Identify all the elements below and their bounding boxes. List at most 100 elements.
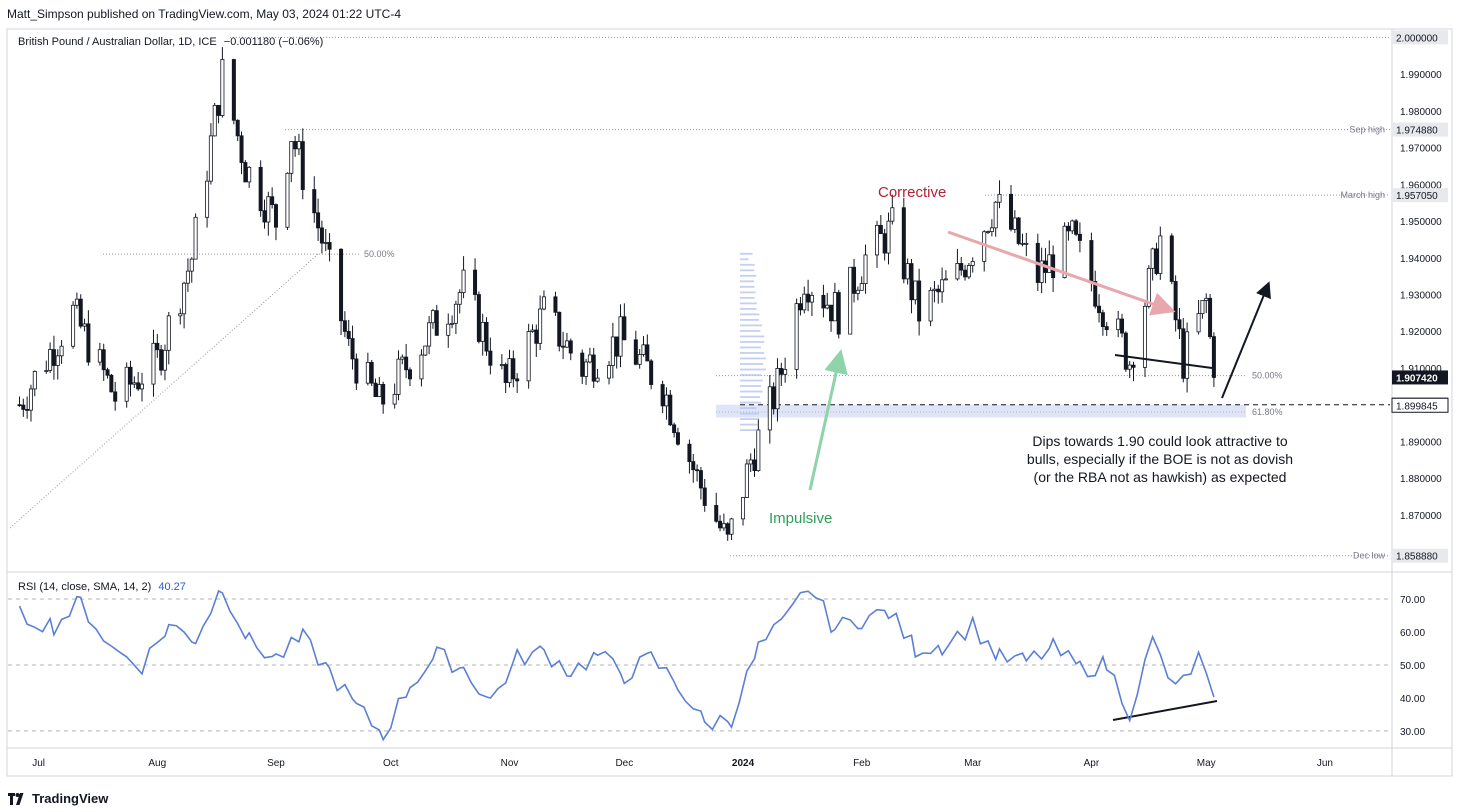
- candle-down: [273, 204, 278, 228]
- candle-down: [1097, 305, 1102, 314]
- drawings: Corrective Impulsive Dips towards 1.90 cou…: [769, 184, 1293, 721]
- candle: [622, 303, 627, 341]
- candle-up: [610, 336, 615, 366]
- candle: [779, 362, 784, 386]
- volume-profile-bar: [740, 418, 759, 420]
- candle-up: [396, 358, 401, 395]
- candle-down: [633, 339, 638, 365]
- candle-down: [262, 210, 267, 223]
- candle-down: [568, 340, 573, 354]
- candle-down: [339, 248, 344, 322]
- candle: [461, 256, 466, 299]
- candle-up: [220, 59, 225, 116]
- volume-profile-bar: [740, 335, 765, 338]
- candle: [450, 315, 455, 329]
- candle: [595, 368, 600, 383]
- volume-profile-bar: [740, 379, 763, 382]
- price-tag-value: 1.907420: [1396, 373, 1438, 384]
- candle-down: [771, 386, 776, 410]
- candle: [859, 276, 864, 291]
- candle: [434, 304, 439, 336]
- candle-up: [296, 141, 301, 150]
- candle: [109, 373, 114, 393]
- candle: [802, 286, 807, 314]
- candle: [1116, 310, 1121, 338]
- candle: [970, 257, 975, 273]
- candle-up: [564, 340, 569, 348]
- candle: [943, 270, 948, 281]
- candle: [231, 58, 236, 125]
- candle: [159, 344, 164, 376]
- candle-down: [1181, 328, 1186, 379]
- candle-up: [1146, 267, 1151, 307]
- candle-up: [124, 366, 129, 402]
- volume-profile-bar: [740, 352, 765, 354]
- candle-up: [943, 278, 948, 281]
- fib-trend-line: [9, 253, 319, 529]
- rsi-legend[interactable]: RSI (14, close, SMA, 14, 2) 40.27: [18, 581, 186, 593]
- candle: [561, 331, 566, 360]
- fib-zone: [716, 404, 1390, 418]
- candle-up: [744, 463, 749, 498]
- candle-up: [32, 371, 37, 390]
- candle-down: [836, 292, 841, 335]
- candle-down: [109, 374, 114, 393]
- candle-down: [1211, 336, 1216, 378]
- candle: [695, 464, 700, 482]
- candle-up: [446, 323, 451, 336]
- candle-down: [258, 166, 263, 212]
- candle-up: [955, 263, 960, 280]
- candle: [890, 194, 895, 225]
- candle-down: [235, 119, 240, 137]
- volume-profile-bar: [740, 363, 764, 365]
- price-tag-value: 1.957050: [1396, 191, 1438, 202]
- candle-up: [28, 388, 33, 411]
- candle: [1158, 226, 1163, 280]
- price-tag-box: [1391, 397, 1449, 413]
- price-tag: 1.899845: [1391, 397, 1449, 413]
- candle-down: [316, 212, 321, 229]
- candle-down: [1100, 312, 1105, 328]
- price-guide-label: Sep high: [1349, 125, 1385, 135]
- candle-up: [1012, 217, 1017, 230]
- candle: [28, 384, 33, 422]
- candle: [855, 286, 860, 301]
- tradingview-footer[interactable]: TradingView: [8, 791, 108, 806]
- candle: [526, 323, 531, 389]
- candle-up: [913, 280, 918, 301]
- candle: [963, 264, 968, 281]
- candle: [863, 244, 868, 294]
- candle-down: [1123, 332, 1128, 370]
- time-tick-label: Dec: [615, 758, 633, 769]
- candle-down: [672, 424, 677, 434]
- candle-down: [718, 520, 723, 529]
- candle: [51, 335, 56, 380]
- price-tag-value: 1.974880: [1396, 126, 1438, 137]
- candle: [989, 219, 994, 237]
- candle: [1211, 332, 1216, 387]
- candle: [564, 332, 569, 348]
- bullish-arrow: [1221, 281, 1271, 399]
- time-tick-label: Jun: [1317, 758, 1333, 769]
- candle-down: [1104, 326, 1109, 331]
- candle-up: [247, 166, 252, 183]
- candle: [25, 396, 30, 419]
- candle: [1074, 218, 1079, 237]
- price-tag-value: 1.858880: [1396, 552, 1438, 563]
- candle: [1131, 361, 1136, 382]
- price-tick-label: 1.970000: [1400, 144, 1442, 155]
- candle: [1181, 318, 1186, 383]
- candle: [235, 119, 240, 142]
- candle: [1016, 217, 1021, 246]
- candle: [178, 308, 183, 325]
- candle: [339, 248, 344, 336]
- candle: [128, 360, 133, 397]
- candle-up: [970, 260, 975, 266]
- candle-up: [1062, 225, 1067, 279]
- candle: [1066, 222, 1071, 241]
- candle: [124, 362, 129, 408]
- symbol-legend[interactable]: British Pound / Australian Dollar, 1D, I…: [18, 36, 323, 48]
- candle: [407, 367, 412, 387]
- candle-up: [775, 368, 780, 410]
- candle: [645, 334, 650, 362]
